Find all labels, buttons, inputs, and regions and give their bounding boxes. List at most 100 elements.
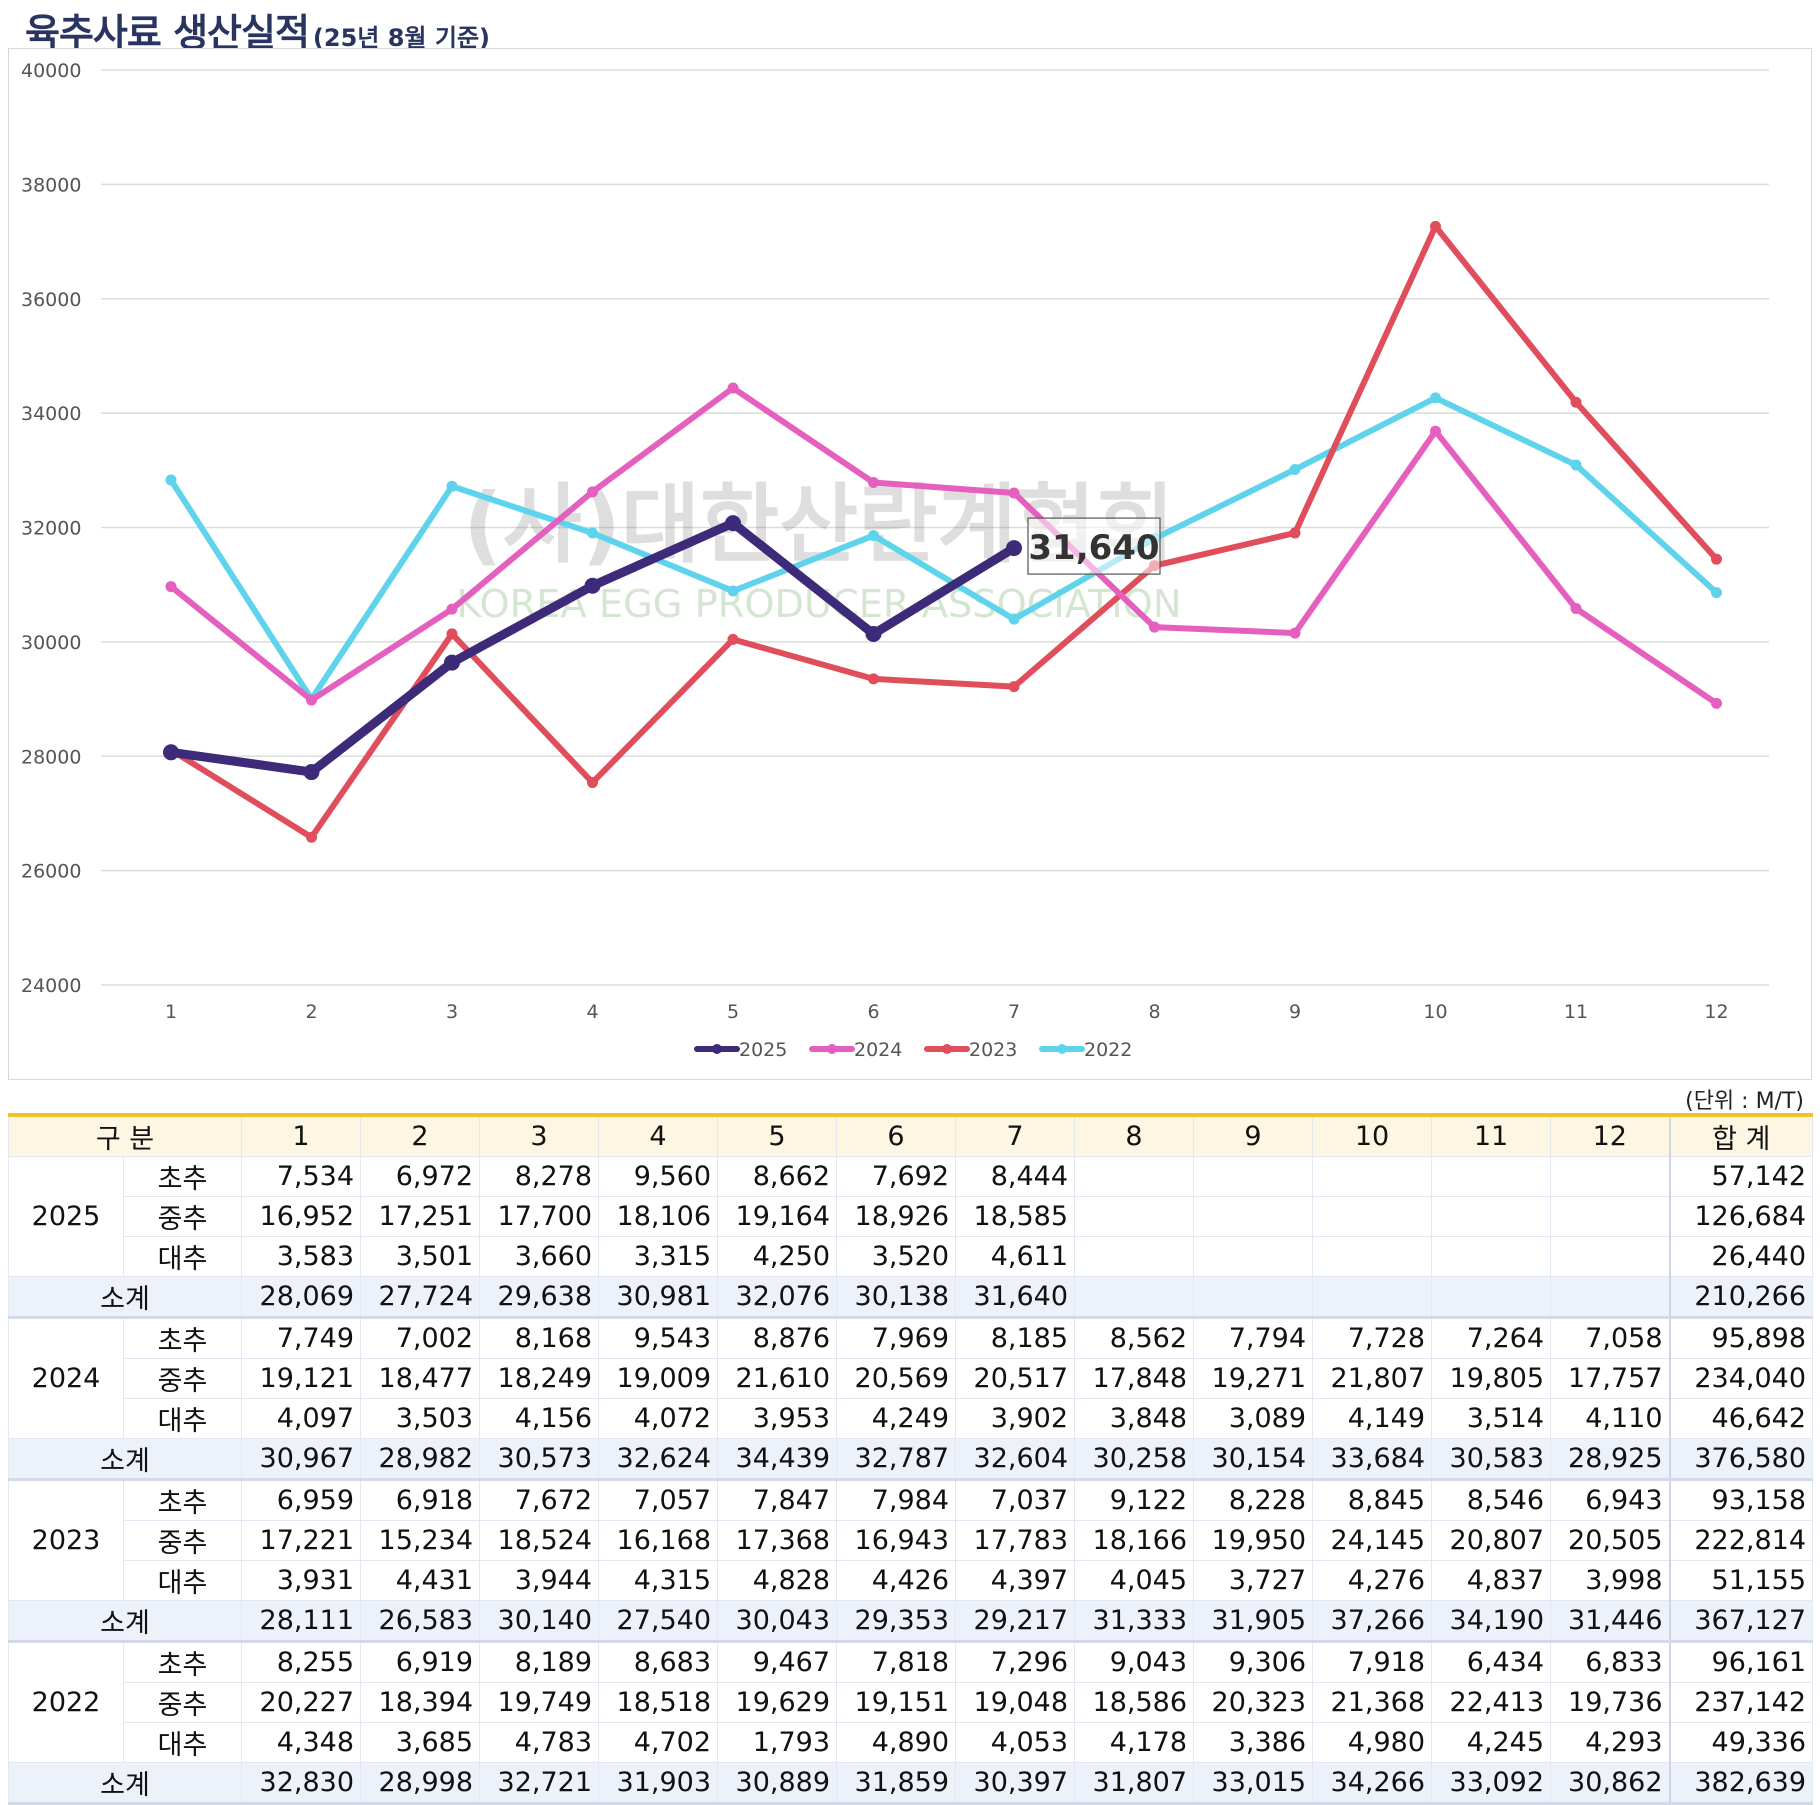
table-row: 2022 초추 8,255 6,919 8,189 8,683 9,467 7,818 7,29… bbox=[8, 1641, 1814, 1763]
header-month: 10 bbox=[1312, 1113, 1433, 1157]
table-cell: 7,918 bbox=[1312, 1641, 1433, 1683]
x-tick-label: 11 bbox=[1564, 1001, 1588, 1023]
table-cell bbox=[1074, 1156, 1195, 1197]
subtotal-cell: 28,925 bbox=[1550, 1438, 1671, 1480]
table-row: 2023 초추 6,959 6,918 7,672 7,057 7,847 7,984 7,03… bbox=[8, 1479, 1814, 1601]
y-tick-label: 30000 bbox=[21, 632, 81, 654]
table-header: 구 분 1 2 3 4 5 6 7 8 9 10 11 12 합 계 bbox=[7, 1113, 1814, 1157]
table-cell: 3,660 bbox=[479, 1236, 600, 1277]
title-main: 육추사료 생산실적 bbox=[25, 11, 310, 55]
table-cell: 7,058 bbox=[1550, 1317, 1671, 1359]
subtotal-cell bbox=[1312, 1276, 1433, 1318]
y-tick-label: 36000 bbox=[21, 289, 81, 311]
table-cell: 18,524 bbox=[479, 1520, 600, 1561]
subtotal-total: 210,266 bbox=[1668, 1276, 1814, 1318]
annotation-label: 31,640 bbox=[1028, 528, 1159, 568]
x-tick-label: 8 bbox=[1148, 1001, 1160, 1023]
table-cell: 9,560 bbox=[598, 1156, 719, 1197]
subtotal-cell: 31,903 bbox=[598, 1762, 719, 1804]
table-cell: 18,586 bbox=[1074, 1682, 1195, 1723]
table-row: 대추 4,348 3,685 4,783 4,702 1,793 4,890 4,053 4,1… bbox=[9, 1722, 1814, 1763]
subtotal-cell: 28,998 bbox=[360, 1762, 481, 1804]
data-point-2024 bbox=[1570, 603, 1582, 615]
table-cell bbox=[1193, 1236, 1314, 1277]
table-cell: 7,692 bbox=[836, 1156, 957, 1197]
year-label: 2024 bbox=[8, 1317, 124, 1439]
table-cell: 4,053 bbox=[955, 1722, 1076, 1763]
row-label: 중추 bbox=[122, 1520, 243, 1561]
subtotal-cell bbox=[1074, 1276, 1195, 1318]
row-label: 중추 bbox=[122, 1358, 243, 1399]
table-cell: 20,505 bbox=[1550, 1520, 1671, 1561]
table-cell: 4,980 bbox=[1312, 1722, 1433, 1763]
table-cell: 7,818 bbox=[836, 1641, 957, 1683]
year-group-2023: 2023 초추 6,959 6,918 7,672 7,057 7,847 7,984 7,03… bbox=[7, 1479, 1814, 1642]
table-cell: 4,276 bbox=[1312, 1560, 1433, 1601]
table-cell: 20,323 bbox=[1193, 1682, 1314, 1723]
x-tick-label: 9 bbox=[1289, 1001, 1301, 1023]
table-cell: 8,662 bbox=[717, 1156, 838, 1197]
table-cell: 20,807 bbox=[1431, 1520, 1552, 1561]
legend-marker-2022 bbox=[1057, 1044, 1067, 1054]
subtotal-cell: 28,069 bbox=[241, 1276, 362, 1318]
table-cell: 6,919 bbox=[360, 1641, 481, 1683]
table-cell: 8,278 bbox=[479, 1156, 600, 1197]
data-point-2023 bbox=[1008, 681, 1020, 693]
header-category: 구 분 bbox=[7, 1113, 243, 1157]
subtotal-cell: 30,862 bbox=[1550, 1762, 1671, 1804]
table-cell: 8,546 bbox=[1431, 1479, 1552, 1521]
table-cell: 3,503 bbox=[360, 1398, 481, 1439]
table-cell: 8,168 bbox=[479, 1317, 600, 1359]
header-month: 12 bbox=[1550, 1113, 1671, 1157]
table-cell: 17,757 bbox=[1550, 1358, 1671, 1399]
subtotal-cell: 31,446 bbox=[1550, 1600, 1671, 1642]
row-total: 95,898 bbox=[1668, 1317, 1814, 1359]
legend-label-2022: 2022 bbox=[1084, 1039, 1132, 1061]
data-point-2022 bbox=[446, 480, 458, 492]
table-cell: 8,255 bbox=[241, 1641, 362, 1683]
row-label: 초추 bbox=[122, 1317, 243, 1359]
row-label: 초추 bbox=[122, 1479, 243, 1521]
row-label: 초추 bbox=[122, 1641, 243, 1683]
table-cell: 3,514 bbox=[1431, 1398, 1552, 1439]
table-cell: 17,251 bbox=[360, 1196, 481, 1237]
header-month: 9 bbox=[1193, 1113, 1314, 1157]
subtotal-cell: 31,807 bbox=[1074, 1762, 1195, 1804]
table-cell: 7,749 bbox=[241, 1317, 362, 1359]
table-cell: 24,145 bbox=[1312, 1520, 1433, 1561]
table-cell: 19,121 bbox=[241, 1358, 362, 1399]
table-cell: 4,149 bbox=[1312, 1398, 1433, 1439]
table-cell: 3,386 bbox=[1193, 1722, 1314, 1763]
header-month: 11 bbox=[1431, 1113, 1552, 1157]
table-cell: 19,736 bbox=[1550, 1682, 1671, 1723]
table-cell: 16,952 bbox=[241, 1196, 362, 1237]
page-title: 육추사료 생산실적 (25년 8월 기준) bbox=[25, 2, 490, 55]
data-point-2022 bbox=[1430, 392, 1441, 404]
row-total: 93,158 bbox=[1668, 1479, 1814, 1521]
table-cell: 7,002 bbox=[360, 1317, 481, 1359]
table-cell: 7,534 bbox=[241, 1156, 362, 1197]
legend-label-2025: 2025 bbox=[739, 1039, 787, 1061]
subtotal-cell: 37,266 bbox=[1312, 1600, 1433, 1642]
x-tick-label: 2 bbox=[305, 1001, 317, 1023]
table-cell: 3,931 bbox=[241, 1560, 362, 1601]
subtotal-cell: 32,830 bbox=[241, 1762, 362, 1804]
y-tick-label: 28000 bbox=[21, 746, 81, 768]
table-cell: 9,306 bbox=[1193, 1641, 1314, 1683]
subtotal-cell: 30,573 bbox=[479, 1438, 600, 1480]
line-chart: 24000 26000 28000 30000 32000 34000 36000 38000… bbox=[8, 48, 1812, 1080]
row-total: 51,155 bbox=[1668, 1560, 1814, 1601]
data-point-2024 bbox=[165, 581, 177, 593]
table-cell: 18,394 bbox=[360, 1682, 481, 1723]
table-cell: 19,164 bbox=[717, 1196, 838, 1237]
table-cell: 3,998 bbox=[1550, 1560, 1671, 1601]
subtotal-row: 소계 28,111 26,583 30,140 27,540 30,043 29,353 29… bbox=[7, 1600, 1814, 1642]
subtotal-cell: 30,258 bbox=[1074, 1438, 1195, 1480]
subtotal-cell bbox=[1193, 1276, 1314, 1318]
data-point-2025 bbox=[163, 744, 179, 761]
table-cell: 3,315 bbox=[598, 1236, 719, 1277]
data-point-2022 bbox=[587, 527, 598, 539]
annotation-box bbox=[1027, 517, 1161, 575]
subtotal-cell: 34,439 bbox=[717, 1438, 838, 1480]
legend-label-2023: 2023 bbox=[969, 1039, 1017, 1061]
